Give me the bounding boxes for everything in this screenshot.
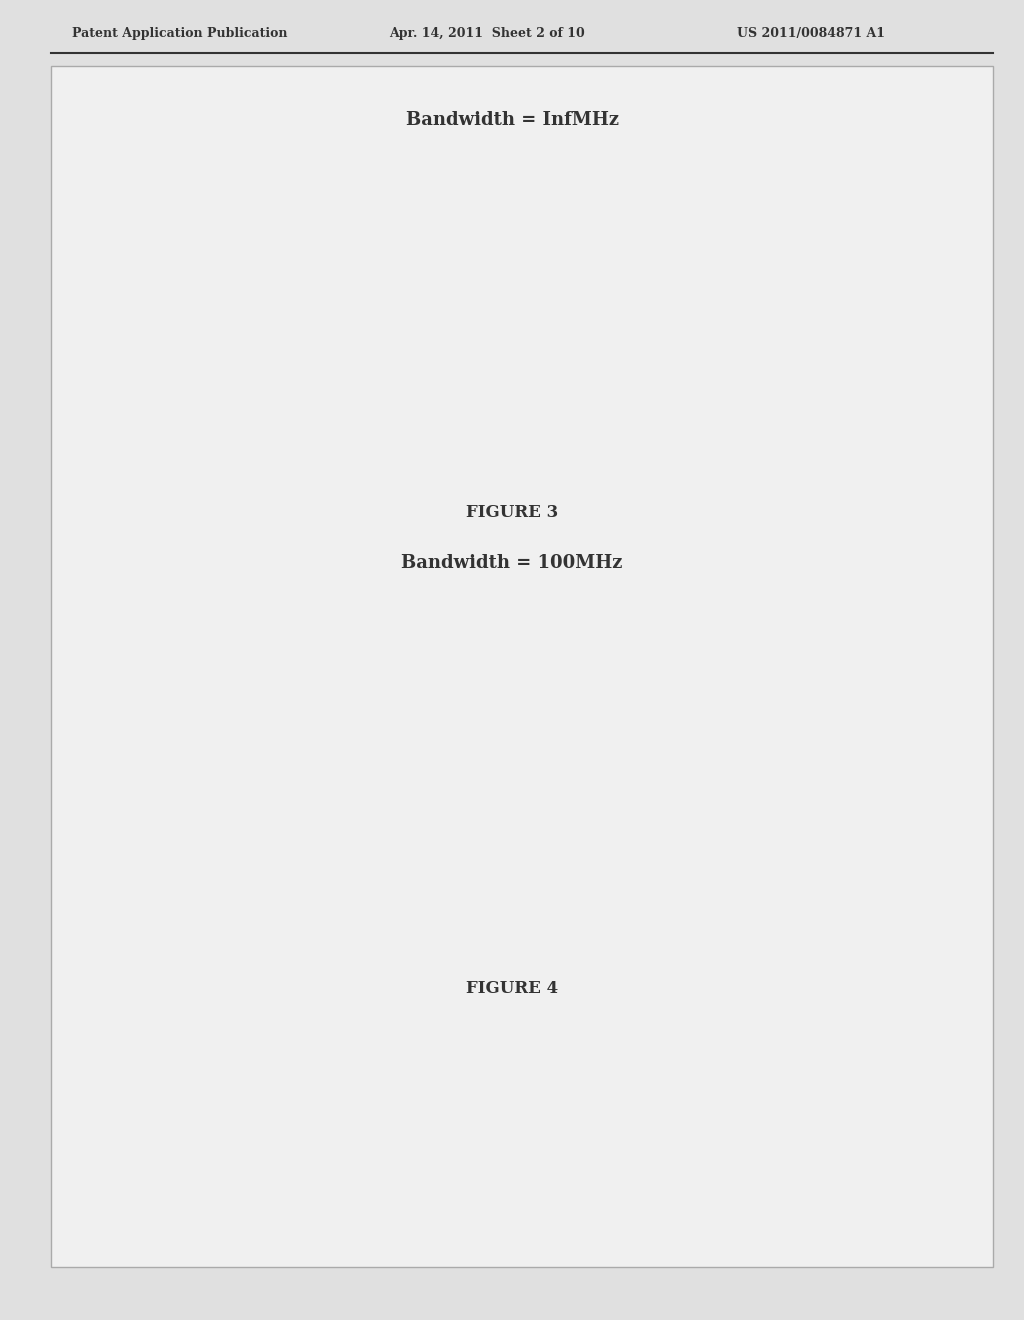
Text: FIGURE 4: FIGURE 4 [466, 979, 558, 997]
Text: US 2011/0084871 A1: US 2011/0084871 A1 [737, 26, 886, 40]
Y-axis label: RMSE: Alt: RMSE: Alt [55, 290, 66, 343]
X-axis label: Time (sec): Time (sec) [729, 500, 786, 511]
Y-axis label: RMSE: Vel: RMSE: Vel [526, 751, 537, 807]
Y-axis label: RMSE: Vel: RMSE: Vel [526, 289, 537, 345]
Text: Apr. 14, 2011  Sheet 2 of 10: Apr. 14, 2011 Sheet 2 of 10 [389, 26, 585, 40]
Legend: CTR, Fixed Waveform: CTR, Fixed Waveform [370, 162, 467, 191]
Text: FIGURE 3: FIGURE 3 [466, 504, 558, 521]
X-axis label: Time (sec): Time (sec) [729, 975, 786, 986]
Y-axis label: RMSE: Alt: RMSE: Alt [55, 752, 66, 805]
Text: Patent Application Publication: Patent Application Publication [72, 26, 287, 40]
Text: Bandwidth = 100MHz: Bandwidth = 100MHz [401, 553, 623, 572]
Text: Bandwidth = InfMHz: Bandwidth = InfMHz [406, 111, 618, 129]
X-axis label: Time (sec): Time (sec) [258, 500, 315, 511]
Legend: CTR, Fixed Waveform: CTR, Fixed Waveform [841, 162, 938, 191]
Legend: CTR, Fixed Waveform: CTR, Fixed Waveform [370, 611, 467, 640]
Legend: CTR, Fixed Waveform: CTR, Fixed Waveform [841, 611, 938, 640]
X-axis label: Time (sec): Time (sec) [258, 975, 315, 986]
